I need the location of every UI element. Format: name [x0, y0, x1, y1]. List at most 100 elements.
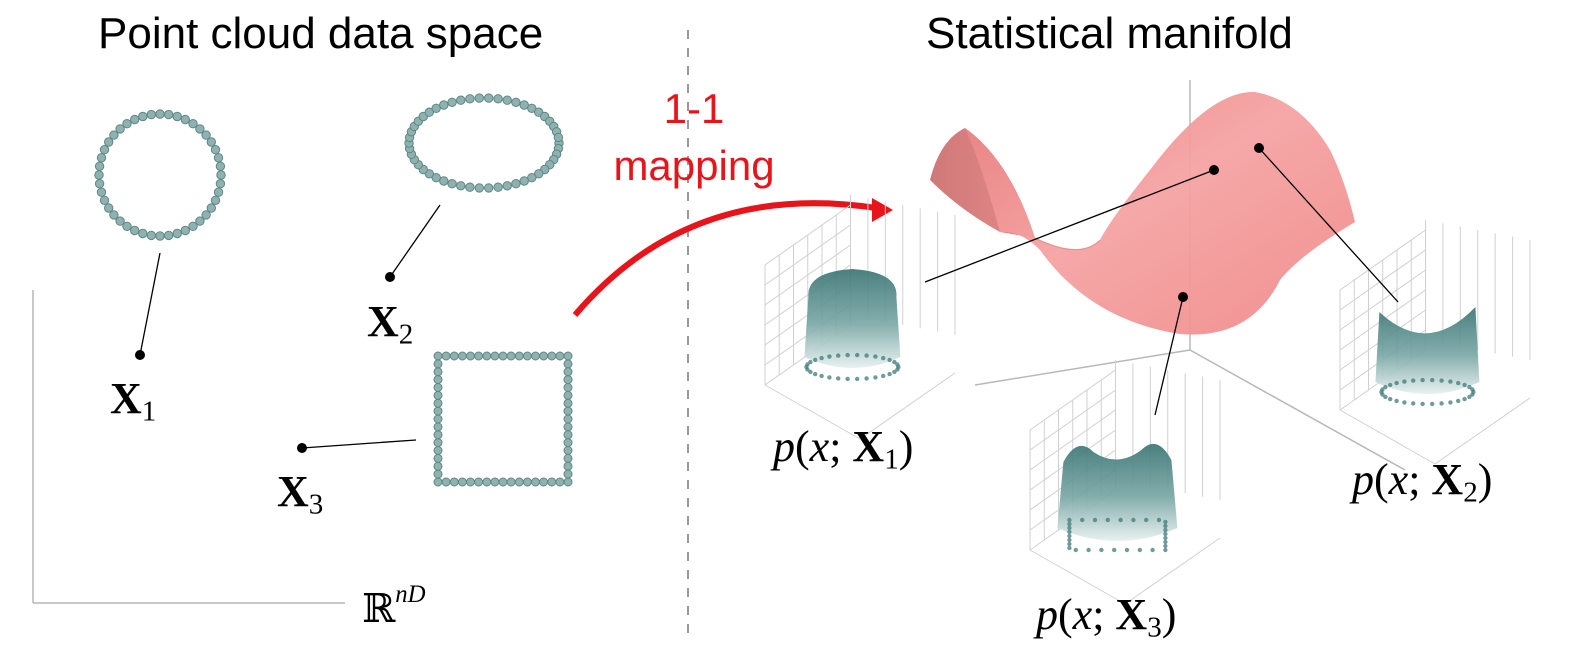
- point-dot: [563, 398, 573, 408]
- density-base-dot: [895, 367, 900, 372]
- point-dot: [522, 351, 532, 361]
- point-dot: [484, 183, 494, 193]
- density-plot-3: [1029, 360, 1221, 605]
- density-plot-2: [1339, 220, 1531, 465]
- point-dot: [155, 231, 165, 241]
- density-base-dot: [1124, 547, 1130, 553]
- point-dot: [433, 422, 443, 432]
- density-base-dot: [1402, 379, 1407, 384]
- point-dot: [449, 351, 459, 361]
- point-dot: [94, 170, 104, 180]
- point-dot: [210, 145, 221, 155]
- point-dot: [563, 367, 573, 377]
- point-dot: [201, 130, 211, 140]
- density-base-dot: [1388, 382, 1393, 388]
- point-dot: [433, 406, 443, 416]
- point-dot: [433, 351, 443, 361]
- point-dot: [563, 438, 573, 448]
- point-dot: [195, 216, 205, 226]
- point-dot: [466, 351, 475, 361]
- density-base-dot: [892, 359, 897, 365]
- density-label-1: p(x; X1): [773, 422, 914, 476]
- point-dot: [527, 103, 537, 114]
- point-dot: [447, 97, 457, 108]
- density-base-dot: [881, 373, 886, 379]
- density-base-dot: [1163, 523, 1168, 529]
- density-label-3: p(x; X3): [1036, 590, 1177, 644]
- density-base-dot: [1467, 394, 1472, 400]
- density-base-dot: [845, 352, 850, 358]
- density-base-dot: [1470, 392, 1475, 397]
- point-dot: [122, 119, 132, 129]
- point-dot: [431, 103, 441, 114]
- point-dot: [146, 109, 157, 120]
- point-dot: [493, 182, 503, 192]
- density-base-points: [1379, 377, 1476, 407]
- point-dot: [563, 375, 573, 385]
- density-base-dot: [1402, 400, 1407, 405]
- point-dot: [180, 114, 191, 125]
- density-base-dot: [1439, 401, 1444, 406]
- point-dot: [511, 97, 521, 108]
- density-base-dot: [1430, 377, 1435, 383]
- point-dot: [433, 453, 443, 463]
- density-base-dot: [1073, 547, 1079, 553]
- mapping-label-line1: 1-1: [663, 85, 725, 132]
- density-base-dot: [873, 354, 878, 359]
- point-dot: [482, 477, 492, 487]
- density-base-dot: [1163, 527, 1168, 533]
- point-dot: [215, 161, 226, 172]
- point-dot: [514, 351, 524, 361]
- density-base-dot: [1163, 547, 1168, 553]
- density-base-dot: [1470, 387, 1475, 392]
- point-dot: [474, 477, 484, 487]
- density-base-dot: [1112, 547, 1117, 553]
- point-label-x1: X1: [110, 374, 157, 428]
- density-base-dot: [1388, 396, 1393, 402]
- density-base-dot: [1163, 531, 1168, 537]
- point-dot: [433, 390, 443, 400]
- mapping-label-line2: mapping: [613, 142, 775, 189]
- data-space-axes: [32, 290, 345, 604]
- point-dot: [498, 477, 508, 487]
- density-base-dot: [1118, 517, 1123, 523]
- point-label-x2: X2: [367, 297, 414, 351]
- point-dot: [493, 94, 503, 104]
- point-dot: [155, 109, 165, 119]
- point-dot: [96, 187, 107, 197]
- density-base-dot: [1383, 384, 1388, 390]
- point-dot: [138, 111, 148, 122]
- point-dot: [563, 359, 573, 369]
- density-base-dot: [819, 355, 824, 361]
- point-dot: [563, 446, 573, 455]
- manifold-connectors: [924, 147, 1399, 416]
- density-base-dot: [1080, 517, 1085, 523]
- point-dot: [104, 203, 114, 213]
- point-dot: [519, 176, 529, 186]
- point-dot: [201, 210, 211, 220]
- density-base-dot: [1411, 378, 1416, 383]
- density-base-dot: [808, 369, 813, 375]
- density-base-dot: [819, 373, 824, 379]
- point-dot: [115, 216, 125, 226]
- density-base-dot: [1448, 400, 1453, 405]
- density-base-points: [1067, 517, 1168, 553]
- point-markers: [135, 272, 395, 453]
- point-dot: [555, 351, 565, 361]
- point-dot: [449, 477, 459, 487]
- density-base-dot: [1099, 547, 1104, 553]
- point-dot: [498, 351, 508, 361]
- point-dot: [539, 477, 549, 487]
- point-cloud-ellipse: [404, 93, 564, 193]
- point-dot: [441, 477, 451, 487]
- point-dot: [130, 114, 140, 125]
- point-dot: [433, 414, 443, 424]
- point-dot: [433, 430, 443, 440]
- point-dot: [519, 100, 529, 110]
- density-base-dot: [808, 359, 813, 365]
- density-base-dot: [1456, 380, 1461, 386]
- mapping-arrow: [572, 198, 893, 317]
- point-dot: [474, 351, 484, 361]
- point-dot: [439, 176, 449, 186]
